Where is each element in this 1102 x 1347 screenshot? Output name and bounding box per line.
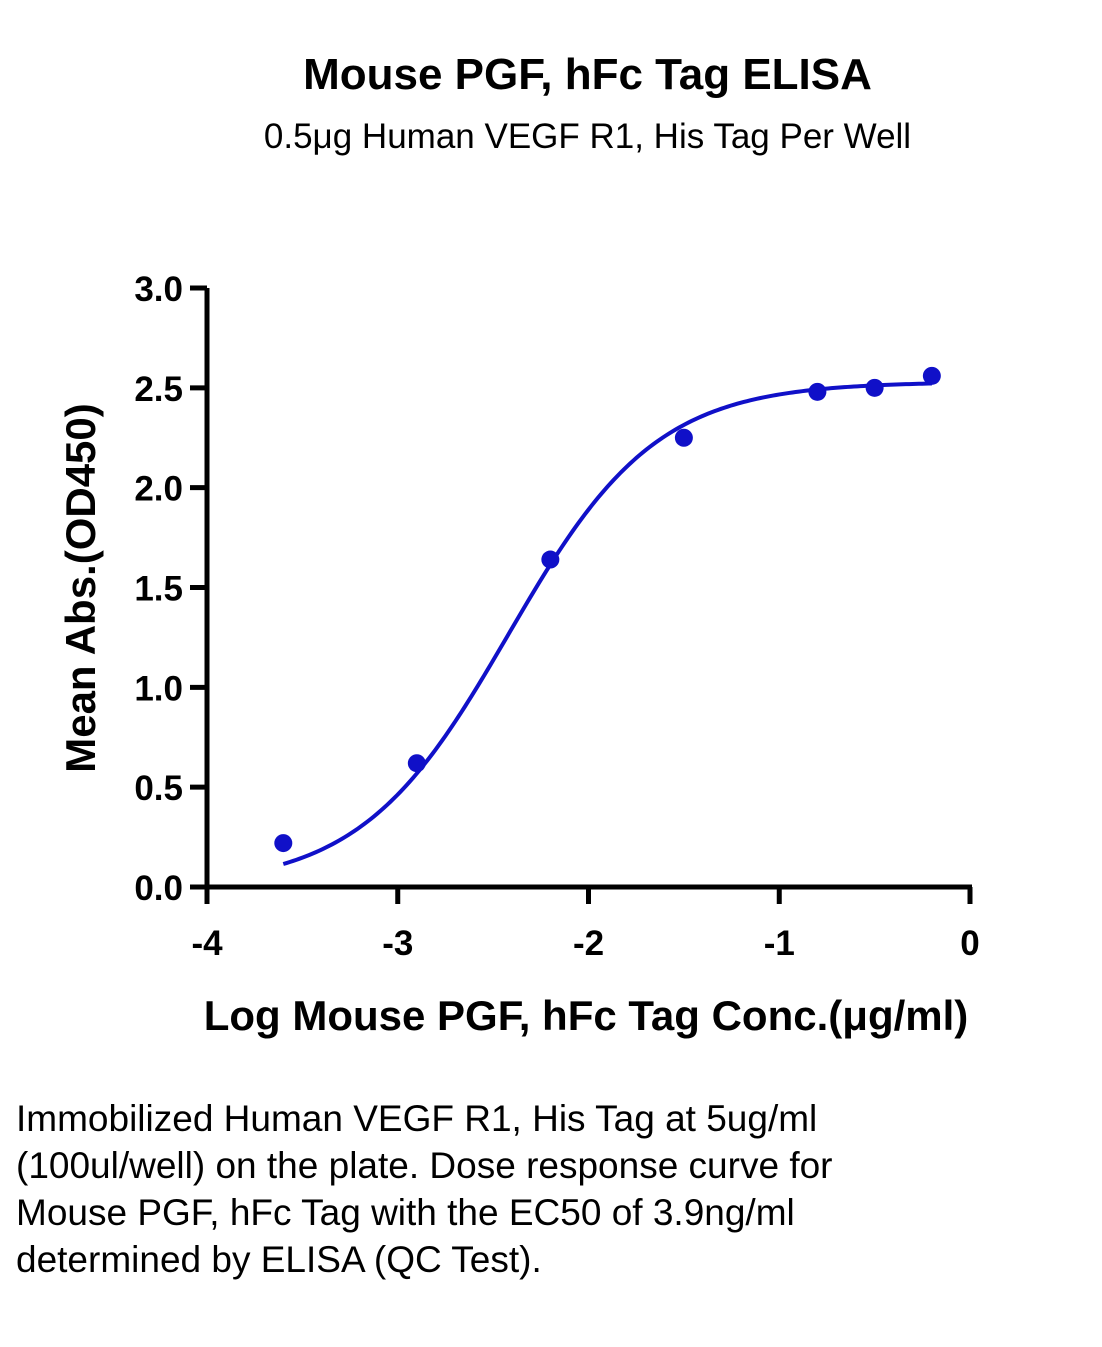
x-tick-label: 0 bbox=[960, 924, 979, 963]
data-point bbox=[274, 834, 293, 853]
y-axis-label: Mean Abs.(OD450) bbox=[57, 403, 104, 773]
elisa-chart: 0.0 0.5 1.0 1.5 2.0 2.5 3.0 -4 -3 -2 -1 0 Log Mouse … bbox=[57, 270, 980, 1039]
x-tick-label: -2 bbox=[573, 924, 604, 963]
x-tick-label: -3 bbox=[382, 924, 413, 963]
data-point bbox=[407, 754, 426, 773]
figure-caption: Immobilized Human VEGF R1, His Tag at 5u… bbox=[16, 1098, 833, 1280]
data-point bbox=[922, 366, 941, 385]
y-tick-label: 1.0 bbox=[134, 669, 183, 708]
y-tick-label: 2.0 bbox=[134, 470, 183, 509]
chart-subtitle: 0.5μg Human VEGF R1, His Tag Per Well bbox=[263, 117, 912, 156]
chart-title: Mouse PGF, hFc Tag ELISA bbox=[303, 50, 872, 99]
y-tick-label: 2.5 bbox=[134, 370, 183, 409]
y-tick-label: 3.0 bbox=[134, 270, 183, 309]
fit-curve bbox=[282, 381, 932, 866]
data-point bbox=[865, 378, 884, 397]
x-tick-label: -1 bbox=[764, 924, 795, 963]
x-axis-label: Log Mouse PGF, hFc Tag Conc.(μg/ml) bbox=[204, 992, 969, 1039]
data-point bbox=[674, 428, 693, 447]
x-tick-label: -4 bbox=[191, 924, 223, 963]
y-tick-label: 0.0 bbox=[134, 869, 183, 908]
y-tick-label: 0.5 bbox=[134, 769, 183, 808]
y-tick-label: 1.5 bbox=[134, 570, 183, 609]
data-point bbox=[541, 550, 560, 569]
data-point bbox=[808, 382, 827, 401]
